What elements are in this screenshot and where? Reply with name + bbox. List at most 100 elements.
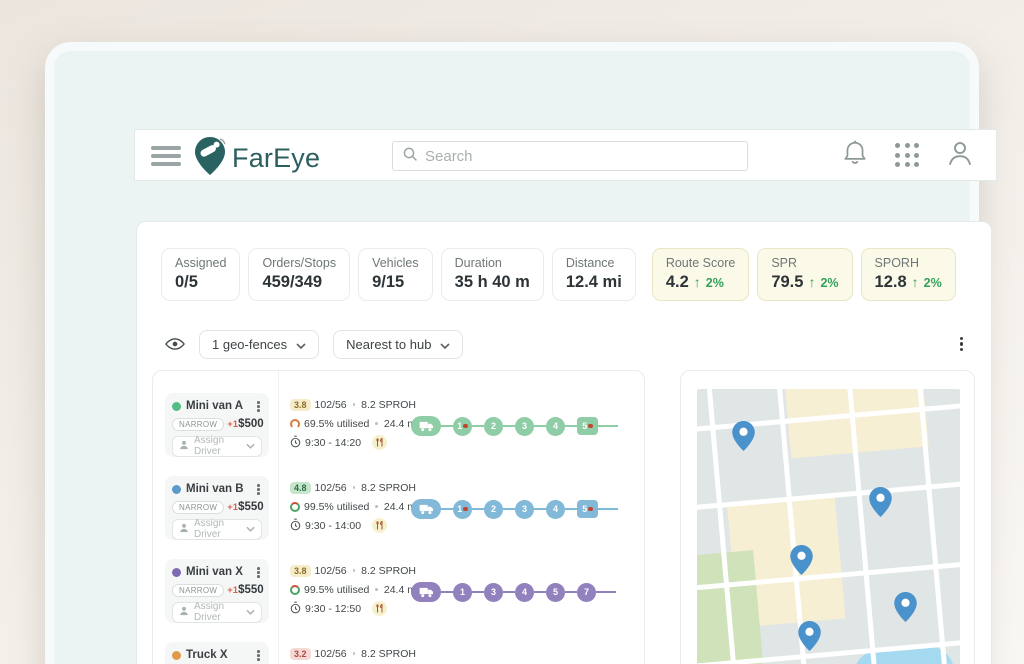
score-badge: 3.2 [290,647,311,660]
vehicle-status-dot [172,484,181,494]
route-stop[interactable]: 1 [453,582,472,602]
truck-icon [411,416,441,436]
route-stop[interactable]: 4 [546,499,565,519]
sort-dropdown[interactable]: Nearest to hub [333,329,464,359]
vehicle-tag: NARROW [172,417,225,431]
route-stop[interactable]: 3 [484,582,503,602]
vehicle-name: Truck X [186,649,228,662]
stat-label: Duration [454,256,502,270]
route-stop[interactable]: 1 [453,499,472,519]
route-stop[interactable]: 2 [484,499,503,519]
vehicle-name: Mini van X [186,566,243,579]
stat-label: SPR [771,256,798,270]
stat-value: 459/349 [262,273,323,291]
stat-label: Orders/Stops [262,256,337,270]
stats-row: Assigned 0/5 Orders/Stops 459/349 Vehicl… [161,248,956,301]
stat-label: SPORH [874,256,919,270]
route-stop[interactable]: 4 [546,416,565,436]
search-box[interactable] [392,141,748,171]
stat-value: 12.4 mi [565,273,622,291]
trend-value: 2% [923,276,942,290]
stop-marker-dot [463,423,468,429]
route-timeline: 1 2 3 4 5 [411,499,618,519]
route-stop[interactable]: 1 [453,416,472,436]
vehicle-more-options-icon[interactable] [255,565,262,580]
notifications-bell-icon[interactable] [842,139,868,172]
geo-fences-dropdown[interactable]: 1 geo-fences [199,329,320,359]
route-stop[interactable]: 3 [515,416,534,436]
route-timeline: 1 3 4 5 7 [411,582,616,602]
stat-value: 79.5 [771,273,804,291]
vehicle-more-options-icon[interactable] [255,482,262,497]
vehicle-more-options-icon[interactable] [255,648,262,663]
vehicle-card[interactable]: Truck X $550 Assign Driver [165,642,269,664]
main-panel: Assigned 0/5 Orders/Stops 459/349 Vehicl… [136,221,992,664]
toolbar: 1 geo-fences Nearest to hub [165,329,967,359]
vehicle-card[interactable]: Mini van A NARROW +1 $500 Assign Driver [165,393,269,457]
stat-card-spr: SPR 79.5 ↑ 2% [757,248,853,301]
orders-count: 102/56 [314,481,347,494]
driver-icon [179,440,189,453]
map-pin[interactable] [869,487,892,517]
route-stop[interactable]: 4 [515,582,534,602]
map-pin[interactable] [790,545,813,575]
orders-count: 102/56 [314,647,347,660]
route-stop[interactable]: 5 [577,500,598,518]
route-stop[interactable]: 5 [577,417,598,435]
map-pin[interactable] [798,621,821,651]
sproh-value: 8.2 SPROH [361,481,416,494]
vehicle-tag-extra: +1 [227,584,239,596]
trend-up-icon: ↑ [808,274,816,290]
vehicle-info: 3.8 102/56 8.2 SPROH 69.5% utilised 24.4… [290,395,418,452]
distance-value: 24.4 mi [383,583,419,596]
trend-up-icon: ↑ [911,274,919,290]
utilisation-icon [290,418,300,429]
geo-fences-label: 1 geo-fences [212,336,288,352]
vehicle-info: 3.8 102/56 8.2 SPROH 99.5% utilised 24.4… [290,561,418,618]
stat-value: 0/5 [175,273,198,291]
assign-driver-select[interactable]: Assign Driver [172,518,262,540]
vehicle-status-dot [172,401,181,411]
stat-card-vehicles: Vehicles 9/15 [358,248,433,301]
stat-label: Vehicles [372,256,419,270]
chevron-down-icon [296,337,306,352]
chevron-down-icon [440,337,451,352]
trend-value: 2% [820,276,839,290]
vehicle-info: 3.2 102/56 8.2 SPROH 99.5% utilised 24.4… [290,644,416,664]
stat-card-orders-stops: Orders/Stops 459/349 [248,248,351,301]
sproh-value: 8.2 SPROH [361,647,416,660]
map-pin[interactable] [732,421,755,451]
stat-card-assigned: Assigned 0/5 [161,248,241,301]
route-stop[interactable]: 3 [515,499,534,519]
orders-count: 102/56 [314,564,347,577]
vehicle-card[interactable]: Mini van X NARROW +1 $550 Assign Driver [165,559,269,623]
utilised-value: 99.5% utilised [304,500,370,513]
assign-driver-select[interactable]: Assign Driver [172,435,262,457]
stat-label: Route Score [665,256,736,270]
vehicle-more-options-icon[interactable] [255,399,262,414]
stat-card-sporh: SPORH 12.8 ↑ 2% [860,248,956,301]
more-options-icon[interactable] [956,333,968,356]
assign-driver-select[interactable]: Assign Driver [172,601,262,623]
stat-card-duration: Duration 35 h 40 m [440,248,544,301]
menu-icon[interactable] [151,146,181,170]
route-stop[interactable]: 5 [546,582,565,602]
vehicle-list-panel: Mini van A NARROW +1 $500 Assign Driver [152,370,645,664]
search-input[interactable] [425,147,738,165]
vehicle-price: $550 [238,501,264,514]
vehicle-row: Mini van X NARROW +1 $550 Assign Driver [153,559,644,625]
stat-value: 12.8 [874,273,907,291]
route-stop[interactable]: 2 [484,416,503,436]
user-profile-icon[interactable] [946,139,974,172]
route-stop[interactable]: 7 [577,582,596,602]
map-pin[interactable] [894,592,917,622]
visibility-eye-icon[interactable] [165,337,185,351]
stop-marker-dot [588,423,593,429]
apps-grid-icon[interactable] [895,143,919,167]
trend-up-icon: ↑ [693,274,701,290]
truck-icon [411,582,441,602]
vehicle-card[interactable]: Mini van B NARROW +1 $550 Assign Driver [165,476,269,540]
chevron-down-icon [246,609,255,616]
driver-icon [179,606,189,619]
map[interactable] [697,389,960,664]
